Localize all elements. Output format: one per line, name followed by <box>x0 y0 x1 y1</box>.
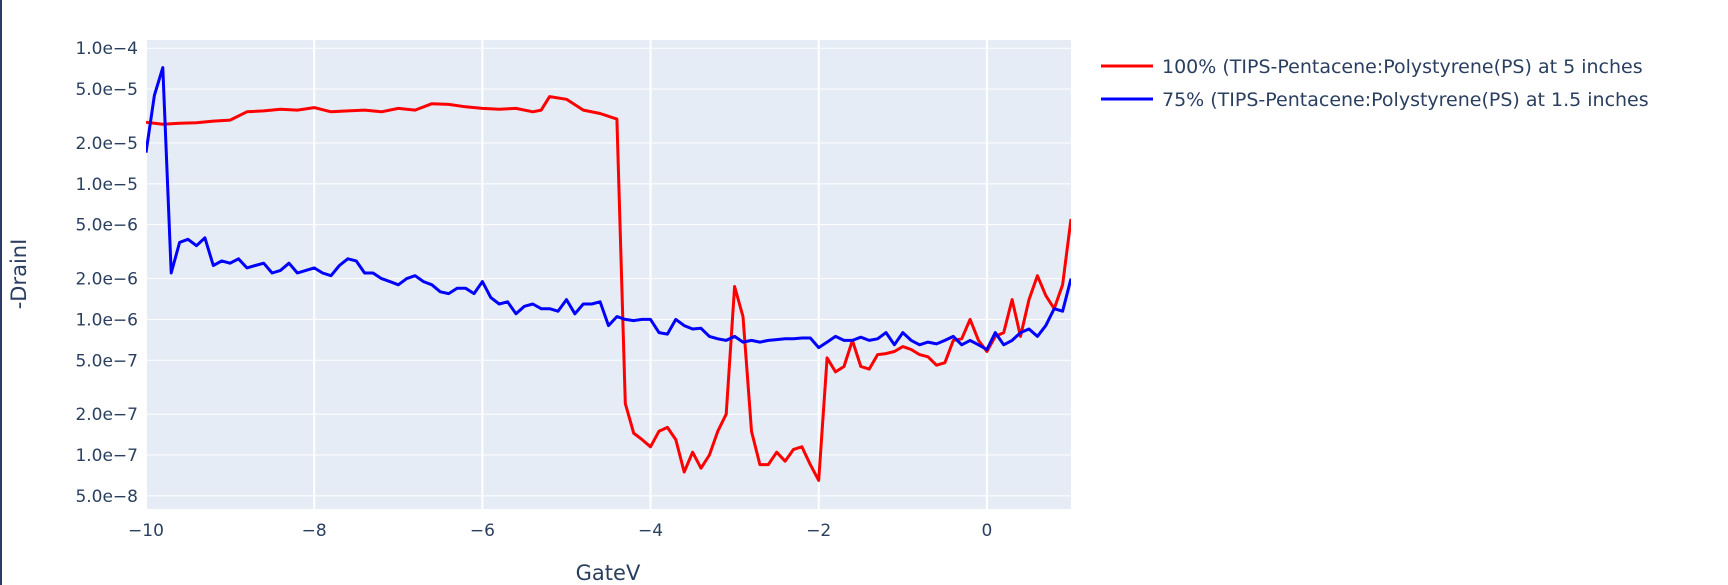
series-lines <box>146 66 1071 482</box>
y-tick-label: 5.0e−7 <box>75 351 138 371</box>
y-tick-label: 5.0e−8 <box>75 487 138 507</box>
x-axis-title: GateV <box>576 561 641 585</box>
plot-area <box>146 40 1071 509</box>
y-tick-label: 2.0e−7 <box>75 405 138 425</box>
x-tick-label: 0 <box>981 521 992 541</box>
y-tick-label: 5.0e−6 <box>75 216 138 236</box>
page-left-border <box>0 0 2 585</box>
x-tick-label: −6 <box>470 521 495 541</box>
legend: 100% (TIPS-Pentacene:Polystyrene(PS) at … <box>1101 56 1649 111</box>
y-tick-label: 1.0e−4 <box>75 39 138 59</box>
x-tick-label: −8 <box>302 521 327 541</box>
x-tick-label: −10 <box>128 521 164 541</box>
x-gridlines <box>145 40 988 509</box>
x-tick-label: −2 <box>806 521 831 541</box>
y-tick-label: 1.0e−6 <box>75 310 138 330</box>
y-tick-label: 1.0e−7 <box>75 446 138 466</box>
y-tick-label: 1.0e−5 <box>75 175 138 195</box>
x-tick-labels: −10 −8 −6 −4 −2 0 <box>128 521 992 541</box>
legend-label-1: 75% (TIPS-Pentacene:Polystyrene(PS) at 1… <box>1162 89 1649 111</box>
y-tick-label: 5.0e−5 <box>75 80 138 100</box>
legend-label-0: 100% (TIPS-Pentacene:Polystyrene(PS) at … <box>1162 56 1643 78</box>
y-axis-title: -DrainI <box>7 239 31 310</box>
y-gridlines <box>146 47 1071 497</box>
y-tick-label: 2.0e−5 <box>75 134 138 154</box>
y-tick-label: 2.0e−6 <box>75 270 138 290</box>
series-line-0 <box>146 95 1071 482</box>
y-tick-labels: 1.0e−4 5.0e−5 2.0e−5 1.0e−5 5.0e−6 2.0e−6 1.0e… <box>75 39 138 507</box>
x-tick-label: −4 <box>638 521 663 541</box>
series-line-1 <box>146 66 1071 351</box>
